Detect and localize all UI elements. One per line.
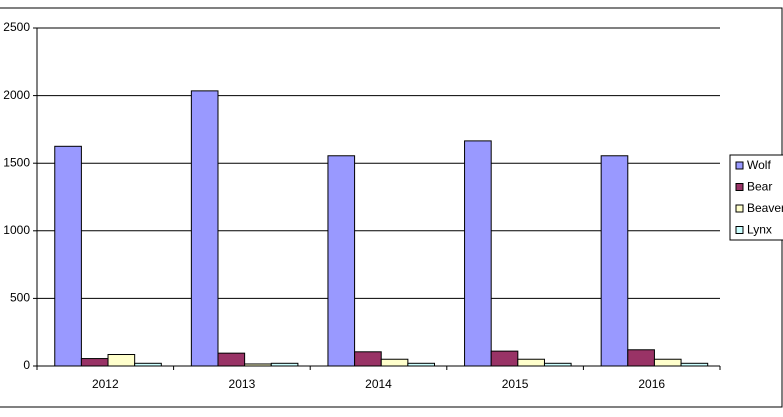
bar xyxy=(653,358,682,367)
bar xyxy=(407,362,436,367)
bar xyxy=(80,358,109,367)
legend-swatch xyxy=(735,161,744,170)
y-tick-label: 1500 xyxy=(3,155,30,169)
bar xyxy=(244,363,272,367)
y-tick-label: 0 xyxy=(23,358,30,372)
legend-swatch xyxy=(735,204,744,213)
x-tick-label: 2013 xyxy=(229,377,256,391)
x-tick-label: 2014 xyxy=(365,377,392,391)
bar xyxy=(490,350,519,367)
legend-swatch xyxy=(735,226,744,234)
y-tick-label: 2000 xyxy=(3,88,30,102)
bar xyxy=(190,90,219,367)
y-tick-label: 500 xyxy=(10,291,30,305)
legend-label: Lynx xyxy=(747,223,772,237)
chart-area xyxy=(0,7,783,408)
legend-label: Bear xyxy=(747,180,772,194)
legend-label: Beaver xyxy=(747,201,783,215)
bar xyxy=(600,155,629,367)
bar xyxy=(54,145,82,367)
bar xyxy=(327,155,356,367)
bar xyxy=(517,358,545,367)
bar xyxy=(217,352,246,367)
x-tick-label: 2016 xyxy=(638,377,665,391)
bar xyxy=(354,351,382,367)
bar xyxy=(464,140,492,367)
legend-swatch xyxy=(735,183,744,191)
bar xyxy=(134,362,162,367)
bar xyxy=(543,362,572,367)
legend-label: Wolf xyxy=(747,158,771,172)
bar xyxy=(380,358,409,367)
bar xyxy=(627,349,655,367)
x-tick-label: 2015 xyxy=(502,377,529,391)
bar xyxy=(107,354,136,367)
y-tick-label: 1000 xyxy=(3,223,30,237)
x-tick-label: 2012 xyxy=(92,377,119,391)
bar xyxy=(680,362,709,367)
bar xyxy=(270,362,299,367)
y-tick-label: 2500 xyxy=(3,20,30,34)
